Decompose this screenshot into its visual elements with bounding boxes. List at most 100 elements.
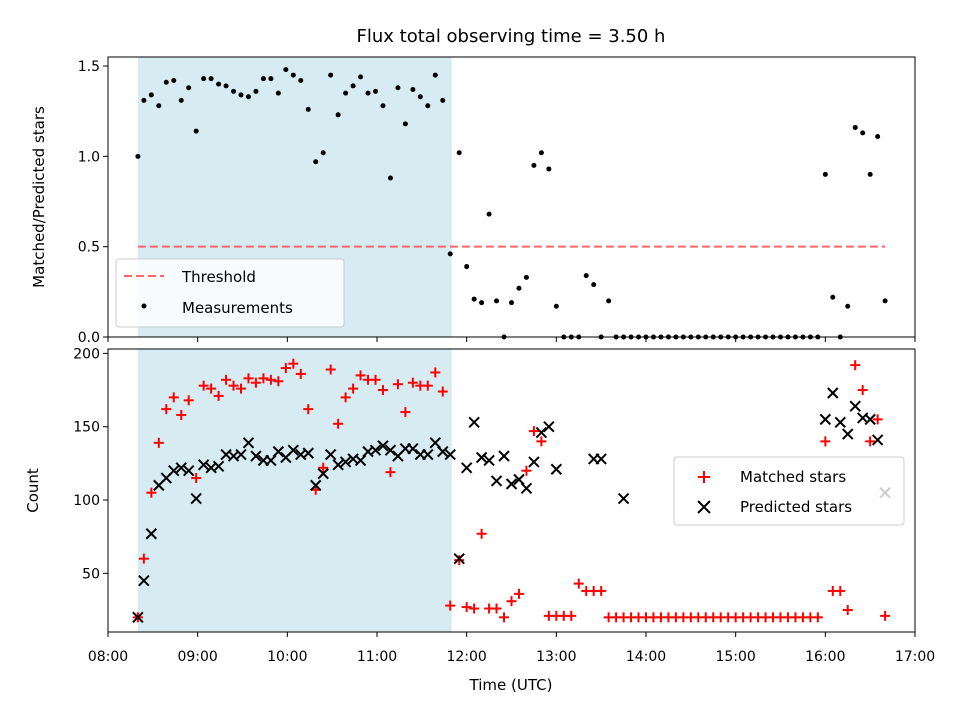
- predicted-star-point: [595, 453, 607, 465]
- matched-star-point: [573, 578, 584, 589]
- matched-star-point: [872, 414, 883, 425]
- measurement-point: [305, 106, 311, 112]
- matched-star-point: [596, 585, 607, 596]
- legend-predicted-label: Predicted stars: [740, 498, 852, 516]
- matched-star-point: [280, 363, 291, 374]
- x-tick-label: 16:00: [805, 649, 845, 665]
- matched-star-point: [430, 367, 441, 378]
- measurement-point: [208, 76, 214, 82]
- y-tick-label: 150: [73, 420, 100, 436]
- measurement-point: [193, 128, 199, 134]
- matched-star-point: [812, 612, 823, 623]
- predicted-star-point: [175, 462, 187, 474]
- measurement-point: [238, 92, 244, 98]
- measurement-point: [425, 103, 431, 109]
- ratio-axes-frame: [107, 56, 916, 338]
- matched-star-point: [348, 383, 359, 394]
- measurement-point: [830, 294, 836, 300]
- x-tick-label: 09:00: [177, 649, 217, 665]
- matched-star-point: [454, 555, 465, 566]
- legend-measurements-swatch: [141, 303, 147, 309]
- measurement-point: [245, 94, 251, 100]
- matched-star-point: [842, 605, 853, 616]
- matched-star-point: [461, 602, 472, 613]
- measurement-point: [464, 264, 470, 270]
- predicted-star-point: [384, 444, 397, 456]
- matched-star-point: [857, 385, 868, 396]
- predicted-star-point: [182, 464, 195, 477]
- legend-predicted-swatch: [697, 500, 711, 514]
- measurement-point: [456, 150, 462, 156]
- y-tick-label: 100: [73, 493, 100, 509]
- predicted-star-point: [490, 475, 503, 487]
- measurement-point: [432, 72, 438, 78]
- predicted-star-point: [498, 450, 510, 462]
- matched-star-point: [437, 386, 448, 397]
- measurement-point: [186, 85, 192, 91]
- matched-star-point: [206, 383, 217, 394]
- measurement-point: [845, 303, 851, 309]
- measurement-point: [402, 121, 408, 127]
- predicted-star-point: [317, 467, 329, 480]
- matched-star-point: [880, 610, 891, 621]
- measurement-point: [141, 97, 147, 103]
- measurement-point: [350, 83, 356, 89]
- matched-star-point: [385, 467, 396, 478]
- measurement-point: [546, 166, 552, 172]
- matched-star-point: [491, 603, 502, 614]
- predicted-star-point: [369, 444, 382, 456]
- measurement-point: [156, 103, 162, 109]
- matched-star-point: [407, 377, 418, 388]
- matched-star-point: [521, 465, 532, 476]
- predicted-star-point: [827, 387, 839, 399]
- matched-star-point: [191, 473, 202, 484]
- count-plot-area: [132, 358, 891, 624]
- measurement-point: [387, 175, 393, 181]
- predicted-star-point: [197, 459, 210, 471]
- measurement-point: [516, 285, 522, 291]
- matched-star-point: [340, 392, 351, 403]
- measurement-point: [171, 77, 177, 83]
- predicted-star-point: [617, 492, 630, 505]
- matched-star-point: [138, 553, 149, 564]
- measurement-point: [358, 74, 364, 80]
- measurement-point: [320, 150, 326, 156]
- predicted-star-point: [453, 552, 465, 565]
- ratio-y-axis-label: Matched/Predicted stars: [30, 106, 48, 288]
- measurement-point: [268, 76, 274, 82]
- predicted-star-point: [145, 528, 158, 540]
- matched-star-point: [273, 376, 284, 387]
- matched-star-point: [318, 462, 329, 473]
- measurement-point: [417, 94, 423, 100]
- matched-star-point: [377, 385, 388, 396]
- predicted-star-point: [871, 434, 884, 446]
- ratio-ticks: 0.0 0.5 1.0 1.5: [78, 59, 916, 346]
- ratio-legend: Threshold Measurements: [115, 258, 345, 328]
- y-tick-label: 200: [73, 346, 100, 362]
- ratio-legend-box: [115, 258, 345, 328]
- matched-star-point: [325, 364, 336, 375]
- observing-window-shade-bottom: [137, 349, 452, 632]
- predicted-star-point: [468, 416, 480, 429]
- measurement-point: [882, 298, 888, 304]
- measurement-point: [313, 159, 319, 165]
- measurement-point: [479, 300, 485, 306]
- measurement-point: [216, 81, 222, 87]
- legend-threshold-label: Threshold: [181, 268, 256, 286]
- y-tick-label: 50: [82, 566, 100, 582]
- predicted-star-point: [250, 450, 262, 462]
- matched-star-point: [445, 600, 456, 611]
- predicted-star-point: [287, 444, 300, 456]
- measurement-point: [328, 72, 334, 78]
- legend-matched-label: Matched stars: [740, 468, 846, 486]
- matched-star-point: [536, 436, 547, 447]
- matched-star-point: [303, 404, 314, 415]
- measurement-point: [343, 90, 349, 96]
- count-legend: Matched stars Predicted stars: [673, 456, 905, 526]
- measurement-point: [253, 88, 259, 94]
- predicted-star-point: [242, 437, 255, 449]
- measurement-point: [335, 112, 341, 118]
- measurement-point: [298, 77, 304, 83]
- matched-star-point: [355, 370, 366, 381]
